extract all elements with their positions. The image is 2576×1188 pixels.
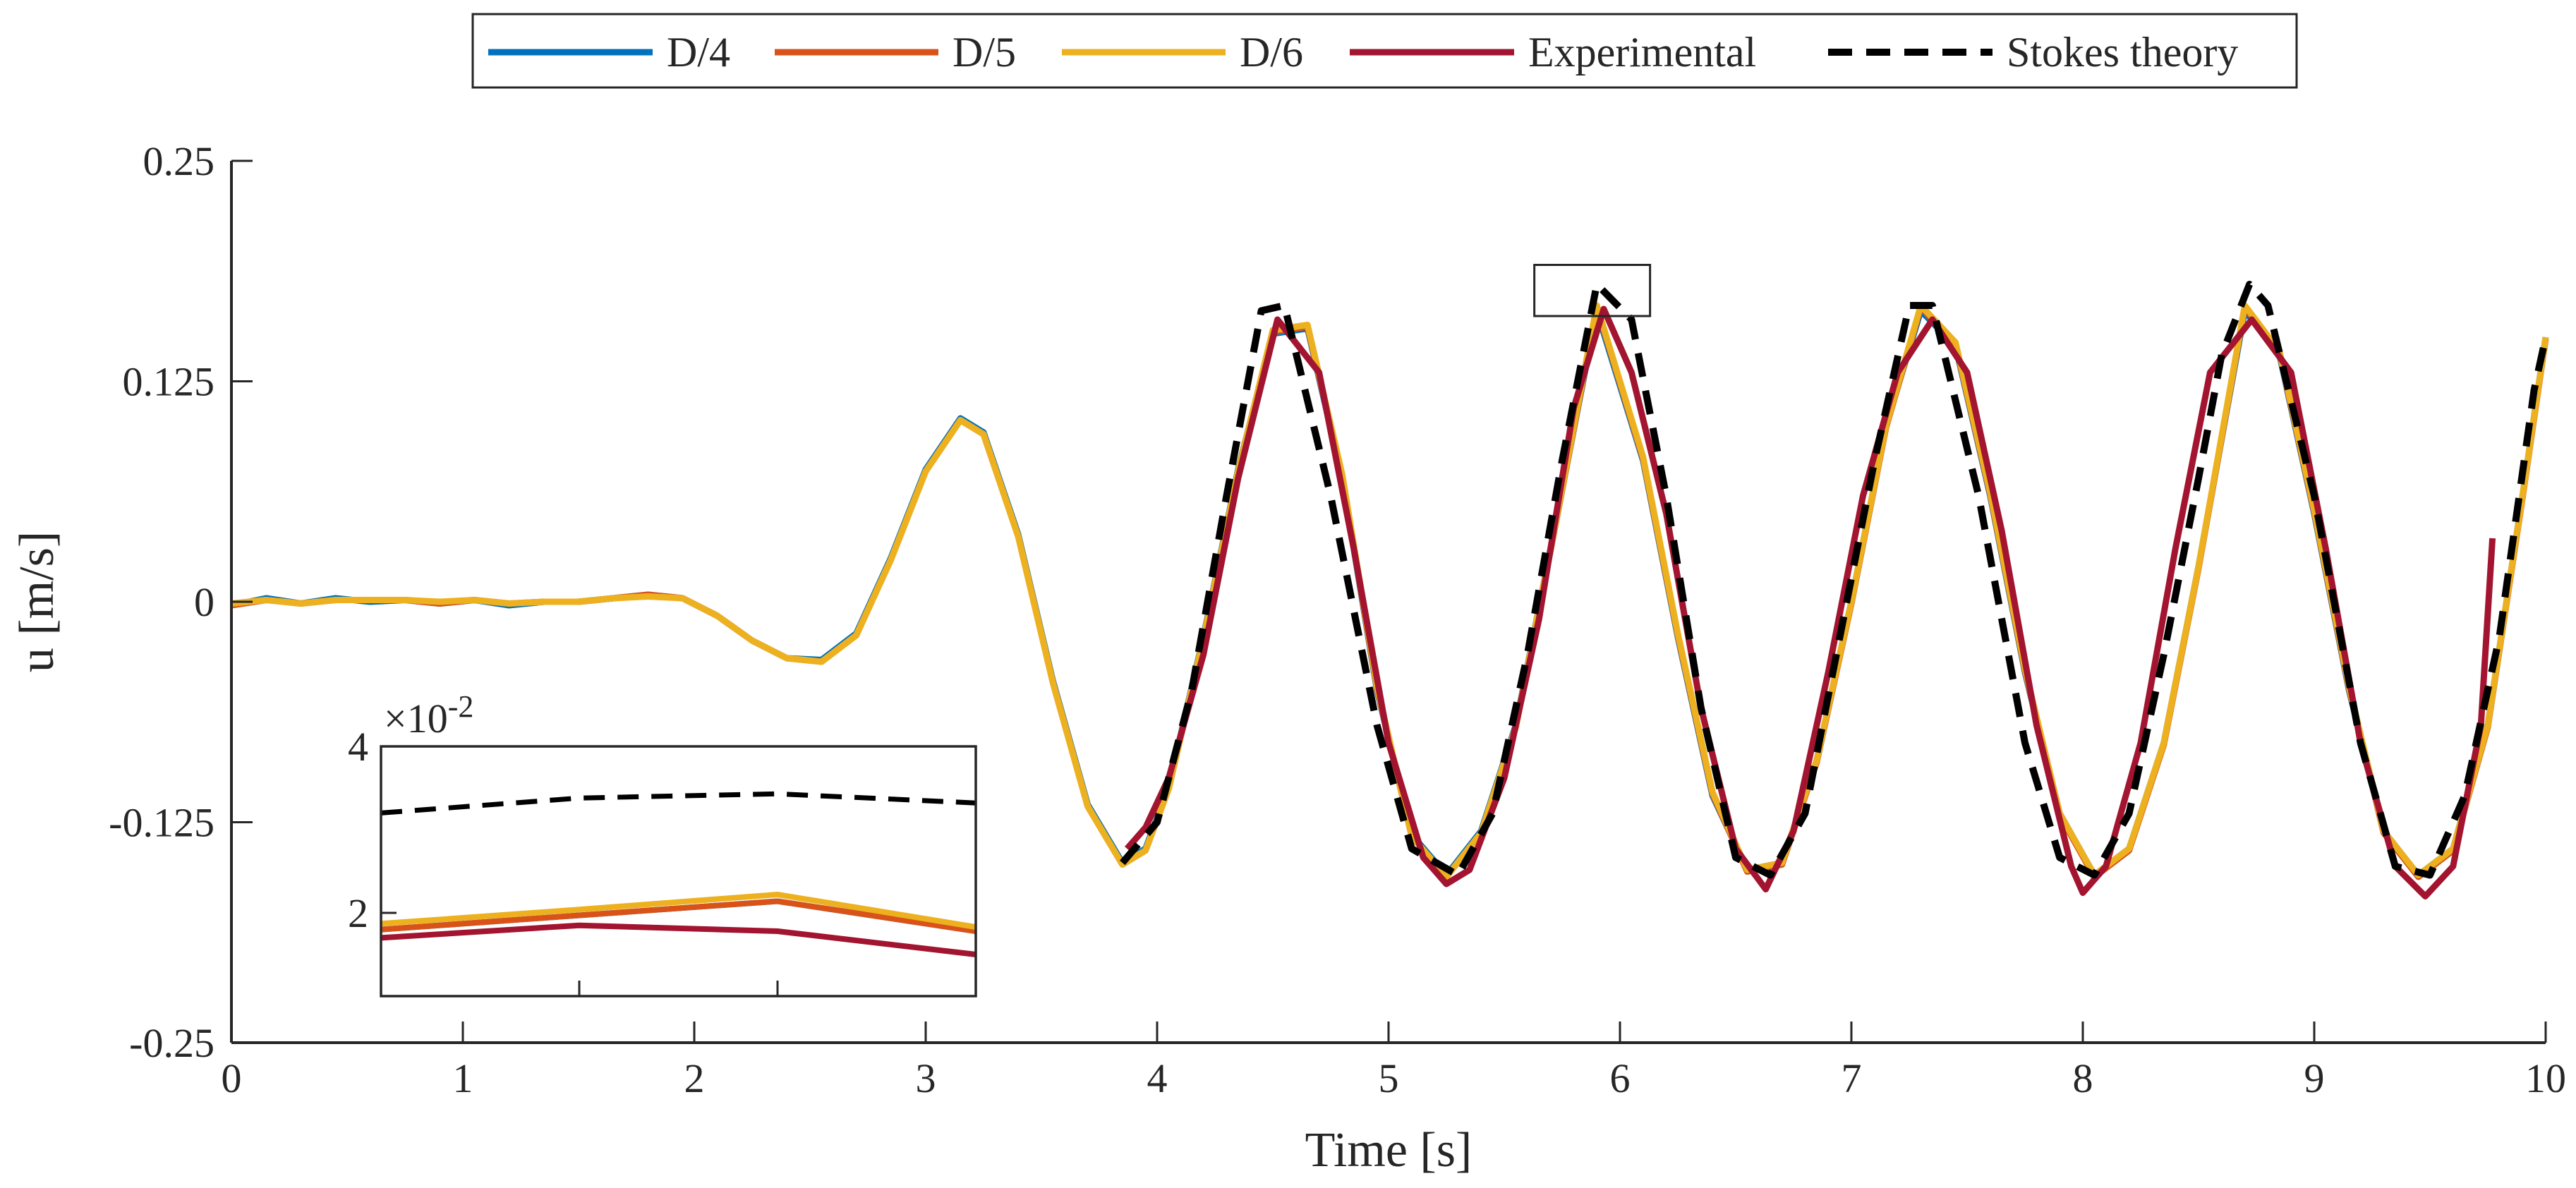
x-tick-label: 10 — [2525, 1055, 2566, 1101]
inset-y-tick-label: 2 — [348, 890, 368, 936]
y-tick-label: 0.125 — [123, 359, 215, 405]
legend-label-d-4: D/4 — [667, 29, 730, 75]
x-tick-label: 0 — [222, 1055, 242, 1101]
legend-label-experimental: Experimental — [1528, 29, 1756, 75]
x-axis-label: Time [s] — [1305, 1123, 1473, 1177]
series-line-stokes-theory — [1120, 281, 2549, 879]
x-tick-label: 2 — [684, 1055, 705, 1101]
legend-label-d-5: D/5 — [953, 29, 1016, 75]
chart-legend: D/4 D/5 D/6 Experimental Stokes theory — [471, 13, 2298, 89]
x-tick-label: 5 — [1379, 1055, 1399, 1101]
zoom-region-box — [1533, 264, 1652, 317]
legend-label-stokes-theory: Stokes theory — [2007, 29, 2238, 75]
x-tick-label: 6 — [1610, 1055, 1631, 1101]
x-tick-label: 1 — [453, 1055, 473, 1101]
inset-series-line-d-6 — [380, 892, 976, 931]
y-tick-label: 0 — [194, 579, 214, 625]
main-axes: 0 1 2 3 4 5 6 7 8 9 10 -0.25 -0.125 0 0.125 0.25 Time … — [10, 138, 2566, 1177]
x-tick-label: 3 — [916, 1055, 936, 1101]
x-tick-label: 8 — [2073, 1055, 2093, 1101]
inset-multiplier-base: ×10 — [384, 696, 448, 741]
inset-series-line-experimental — [380, 922, 976, 957]
x-tick-label: 4 — [1147, 1055, 1168, 1101]
inset-series-line-d-5 — [380, 898, 976, 934]
inset-frame — [380, 745, 977, 998]
y-tick-label: -0.25 — [129, 1020, 214, 1066]
legend-label-d-6: D/6 — [1240, 29, 1303, 75]
y-tick-label: -0.125 — [109, 800, 214, 846]
x-tick-label: 9 — [2304, 1055, 2325, 1101]
series-line-experimental — [1125, 305, 2496, 899]
inset-multiplier: ×10-2 — [384, 689, 473, 741]
y-tick-label: 0.25 — [143, 138, 215, 184]
inset-background — [381, 746, 976, 996]
inset-multiplier-exponent: -2 — [448, 689, 474, 724]
x-tick-label: 7 — [1842, 1055, 1862, 1101]
y-axis-label: u [m/s] — [10, 531, 64, 672]
inset-axes: 2 4 ×10-2 — [348, 689, 977, 998]
inset-y-tick-label: 4 — [348, 724, 368, 770]
